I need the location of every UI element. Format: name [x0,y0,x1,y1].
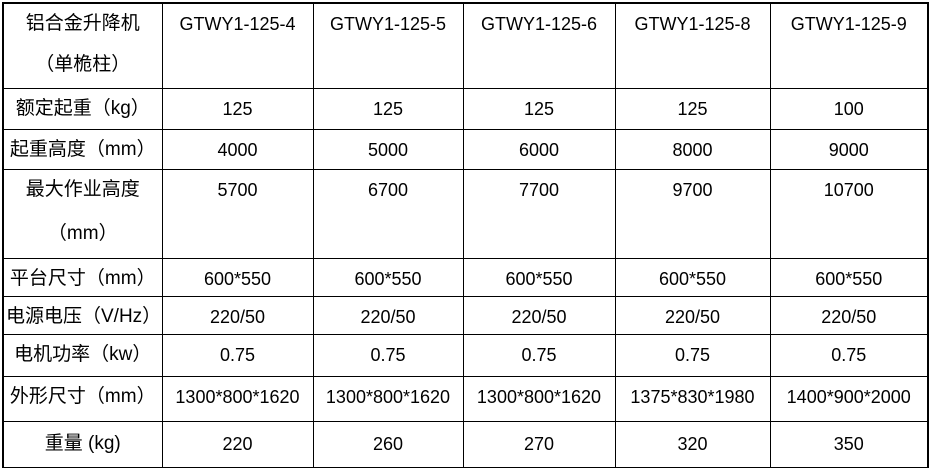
spec-cell: 7700 [462,169,616,259]
spec-cell: 350 [769,421,929,468]
spec-cell: 220/50 [161,296,314,335]
spec-cell: 5000 [312,129,464,170]
spec-cell: 4000 [161,129,314,170]
spec-cell: 0.75 [462,334,616,377]
product-name-line1: 铝合金升降机 [25,13,140,34]
product-name-cell: 铝合金升降机 （单桅柱） [2,2,163,89]
table-row-max-working-height: 最大作业高度 （mm） 5700 6700 7700 9700 10700 [2,169,929,259]
spec-cell: 600*550 [769,258,929,297]
spec-cell: 220/50 [312,296,464,335]
table-row-rated-load: 额定起重（kg） 125 125 125 125 100 [2,88,929,130]
spec-cell: 125 [312,88,464,130]
spec-cell: 9000 [769,129,929,170]
model-header-4: GTWY1-125-8 [614,2,771,89]
spec-cell: 8000 [614,129,771,170]
row-label: 平台尺寸（mm） [2,258,163,297]
spec-cell: 1300*800*1620 [462,376,616,422]
spec-cell: 6700 [312,169,464,259]
spec-cell: 125 [462,88,616,130]
table-row-overall-dimensions: 外形尺寸（mm） 1300*800*1620 1300*800*1620 130… [2,376,929,422]
row-label: 电源电压（V/Hz） [2,296,163,335]
model-header-3: GTWY1-125-6 [462,2,616,89]
spec-cell: 0.75 [161,334,314,377]
row-label: 起重高度（mm） [2,129,163,170]
spec-cell: 220/50 [462,296,616,335]
spec-cell: 5700 [161,169,314,259]
spec-cell: 260 [312,421,464,468]
spec-cell: 220 [161,421,314,468]
product-name-line2: （单桅柱） [35,54,131,75]
spec-cell: 220/50 [614,296,771,335]
spec-cell: 0.75 [312,334,464,377]
spec-cell: 0.75 [769,334,929,377]
row-label: 最大作业高度 （mm） [2,169,163,259]
row-label-line1: 最大作业高度 [25,179,140,200]
model-header-2: GTWY1-125-5 [312,2,464,89]
table-row-power-voltage: 电源电压（V/Hz） 220/50 220/50 220/50 220/50 2… [2,296,929,335]
spec-cell: 100 [769,88,929,130]
model-header-5: GTWY1-125-9 [769,2,929,89]
spec-cell: 1375*830*1980 [614,376,771,422]
row-label: 外形尺寸（mm） [2,376,163,422]
row-label: 重量 (kg) [2,421,163,468]
table-header-row: 铝合金升降机 （单桅柱） GTWY1-125-4 GTWY1-125-5 GTW… [2,2,929,89]
spec-cell: 9700 [614,169,771,259]
table-row-lift-height: 起重高度（mm） 4000 5000 6000 8000 9000 [2,129,929,170]
spec-cell: 270 [462,421,616,468]
spec-cell: 600*550 [462,258,616,297]
spec-cell: 600*550 [161,258,314,297]
spec-cell: 600*550 [614,258,771,297]
row-label: 额定起重（kg） [2,88,163,130]
table-row-platform-size: 平台尺寸（mm） 600*550 600*550 600*550 600*550… [2,258,929,297]
spec-cell: 1300*800*1620 [312,376,464,422]
row-label-line2: （mm） [47,223,118,244]
spec-cell: 320 [614,421,771,468]
row-label: 电机功率（kw） [2,334,163,377]
table-row-motor-power: 电机功率（kw） 0.75 0.75 0.75 0.75 0.75 [2,334,929,377]
table-row-weight: 重量 (kg) 220 260 270 320 350 [2,421,929,468]
spec-cell: 220/50 [769,296,929,335]
spec-cell: 1300*800*1620 [161,376,314,422]
spec-cell: 125 [614,88,771,130]
spec-cell: 10700 [769,169,929,259]
spec-cell: 125 [161,88,314,130]
spec-cell: 6000 [462,129,616,170]
spec-cell: 600*550 [312,258,464,297]
model-header-1: GTWY1-125-4 [161,2,314,89]
spec-cell: 1400*900*2000 [769,376,929,422]
spec-cell: 0.75 [614,334,771,377]
